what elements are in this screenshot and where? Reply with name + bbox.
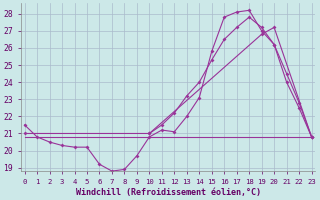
X-axis label: Windchill (Refroidissement éolien,°C): Windchill (Refroidissement éolien,°C) — [76, 188, 260, 197]
